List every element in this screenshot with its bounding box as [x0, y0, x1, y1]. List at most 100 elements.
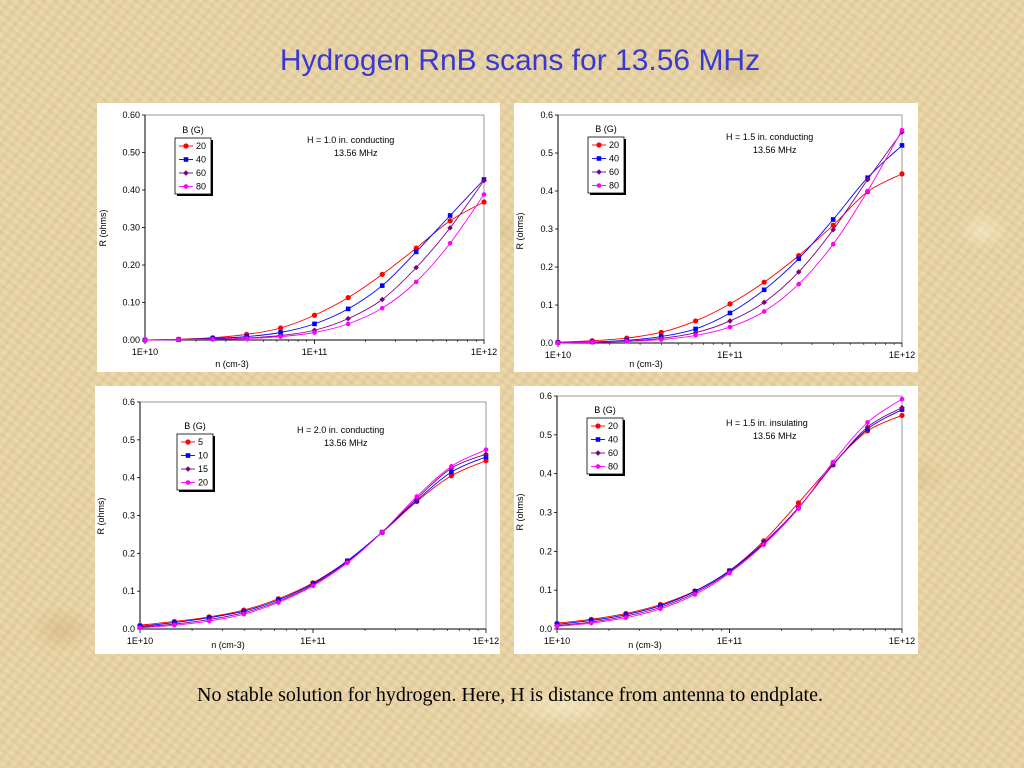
data-point	[449, 469, 454, 475]
series-line	[144, 201, 485, 341]
annotation-line: H = 1.5 in. conducting	[726, 132, 813, 142]
data-point	[448, 473, 455, 479]
y-tick-label: 0.60	[122, 110, 140, 120]
annotation-line: H = 1.0 in. conducting	[307, 135, 394, 145]
legend-label: 40	[609, 154, 619, 164]
chart-annotation: H = 1.0 in. conducting 13.56 MHz	[307, 135, 394, 158]
data-point	[345, 315, 351, 322]
data-point	[899, 412, 905, 419]
legend-label: 40	[196, 155, 206, 165]
slide-title: Hydrogen RnB scans for 13.56 MHz	[279, 44, 761, 77]
series-20	[137, 447, 489, 631]
data-point	[278, 334, 283, 339]
legend-marker	[185, 480, 191, 485]
legend-marker	[595, 437, 601, 442]
legend-marker	[183, 143, 189, 149]
y-tick-label: 0.4	[540, 186, 553, 196]
data-point	[413, 249, 419, 255]
y-tick-label: 0.00	[122, 335, 140, 345]
y-tick-label: 0.0	[539, 624, 552, 634]
legend-entry: 15	[181, 464, 208, 474]
y-tick-label: 0.5	[122, 435, 135, 445]
series-20	[142, 199, 487, 343]
legend-box	[176, 433, 214, 491]
data-point	[761, 287, 767, 293]
annotation-line: H = 1.5 in. insulating	[726, 418, 808, 428]
chart-panel-1: 0.00 0.10 0.20 0.30 0.40 0.50 0.60 1E+10 1E+11 1E…	[97, 103, 500, 372]
data-point	[761, 279, 767, 285]
x-tick-label: 1E+12	[889, 350, 915, 360]
data-point	[693, 318, 699, 324]
x-tick-label: 1E+10	[545, 350, 571, 360]
data-point	[312, 321, 317, 327]
data-point	[176, 337, 181, 342]
data-point	[624, 339, 630, 344]
chart-panel-2: 0.0 0.1 0.2 0.3 0.4 0.5 0.6 1E+10 1E+11 1E+12 n (c…	[514, 103, 918, 372]
annotation-line: H = 2.0 in. conducting	[297, 425, 384, 435]
y-tick-label: 0.5	[540, 148, 553, 158]
series-80	[554, 396, 905, 629]
legend-marker	[185, 466, 191, 472]
data-point	[830, 222, 836, 228]
y-tick-label: 0.40	[122, 185, 140, 195]
slide-caption: No stable solution for hydrogen. Here, H…	[197, 684, 823, 706]
y-tick-label: 0.6	[122, 397, 135, 407]
legend-marker	[185, 439, 191, 445]
legend-entry: 20	[179, 141, 206, 151]
x-tick-label: 1E+11	[717, 636, 743, 646]
data-point	[345, 560, 350, 566]
data-point	[899, 143, 905, 148]
data-point	[658, 337, 664, 342]
data-point	[727, 324, 733, 330]
legend-label: 20	[198, 478, 208, 488]
legend-marker	[596, 142, 602, 148]
data-point	[761, 299, 767, 306]
data-point	[278, 330, 283, 335]
data-point	[899, 127, 905, 133]
y-tick-label: 0.20	[122, 260, 140, 270]
x-axis-title: n (cm-3)	[628, 640, 662, 650]
data-point	[899, 396, 905, 402]
data-point	[137, 625, 143, 631]
legend-label: 5	[198, 437, 203, 447]
data-point	[447, 225, 453, 231]
data-point	[830, 217, 836, 222]
data-point	[865, 420, 870, 425]
chart-3: 0.0 0.1 0.2 0.3 0.4 0.5 0.6 1E+10 1E+11 1E+12 n (c…	[96, 397, 499, 650]
y-axis-title: R (ohms)	[98, 209, 108, 246]
data-point	[589, 339, 595, 345]
data-point	[483, 447, 489, 452]
legend-entry: 5	[181, 437, 203, 447]
legend-label: 80	[196, 182, 206, 192]
data-point	[796, 281, 802, 287]
annotation-line: 13.56 MHz	[324, 438, 368, 448]
y-axis-title: R (ohms)	[96, 497, 106, 534]
annotation-line: 13.56 MHz	[334, 148, 378, 158]
legend-label: 80	[608, 462, 618, 472]
y-tick-label: 0.4	[122, 473, 135, 483]
data-point	[693, 326, 698, 332]
data-point	[865, 188, 870, 194]
data-point	[692, 592, 698, 597]
y-tick-label: 0.30	[122, 223, 140, 233]
data-point	[795, 269, 802, 275]
data-point	[379, 271, 385, 277]
data-point	[727, 570, 732, 576]
data-point	[864, 424, 871, 430]
y-tick-label: 0.3	[122, 511, 135, 521]
legend-marker	[183, 157, 189, 162]
legend-marker	[596, 156, 602, 161]
legend-marker	[596, 183, 602, 188]
y-tick-label: 0.4	[539, 469, 552, 479]
data-point	[796, 506, 801, 511]
data-point	[483, 458, 489, 464]
legend-entry: 80	[179, 182, 206, 192]
data-point	[447, 213, 453, 218]
data-point	[795, 500, 802, 506]
chart-2: 0.0 0.1 0.2 0.3 0.4 0.5 0.6 1E+10 1E+11 1E+12 n (c…	[515, 110, 915, 369]
legend-label: 20	[608, 421, 618, 431]
legend-title: B (G)	[594, 405, 616, 415]
x-axis-title: n (cm-3)	[215, 359, 249, 369]
legend-label: 60	[196, 168, 206, 178]
data-point	[172, 622, 177, 628]
